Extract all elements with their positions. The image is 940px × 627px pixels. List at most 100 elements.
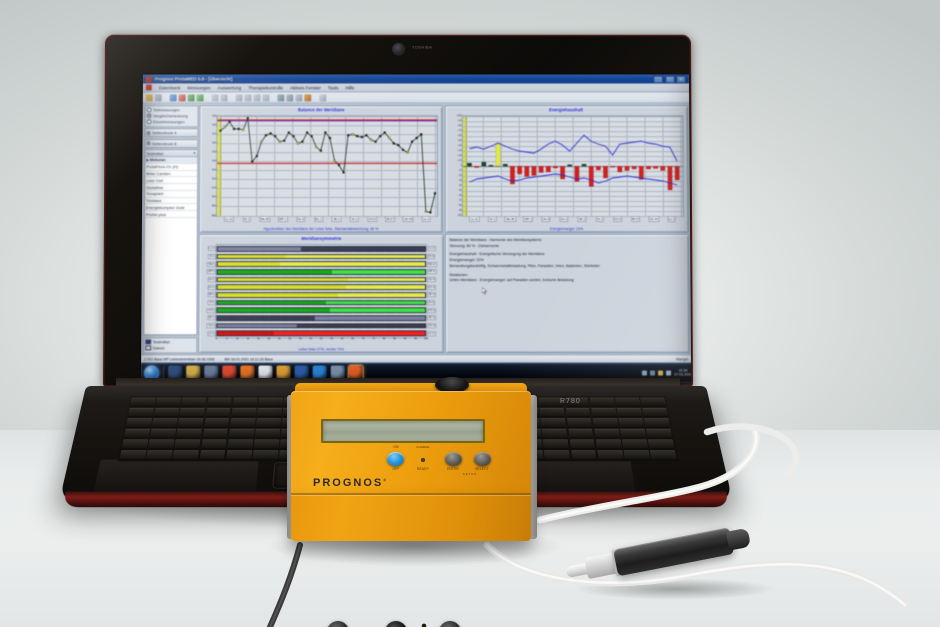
network-icon[interactable] xyxy=(649,370,656,376)
security-icon[interactable] xyxy=(657,370,664,376)
keyboard-key[interactable] xyxy=(155,397,182,407)
balance-plot-area[interactable]: 880 890 900 910 920 930 940 950 960 970 980 990 Lu 1… xyxy=(212,114,439,223)
window-controls[interactable]: _ □ X xyxy=(653,75,687,83)
keyboard-key[interactable] xyxy=(252,449,279,460)
energy-plot-area[interactable]: +100 +90 +80 +70 +60 +50 +40 +30 +20 +10 0 -10 -20 -3… xyxy=(456,114,684,223)
menu-therapiekontrolle[interactable]: Therapiekontrolle xyxy=(248,84,283,90)
pane-balance-der-meridiane[interactable]: Balance der Meridiane 880 890 900 910 920 930… xyxy=(198,104,444,233)
keyboard-key[interactable] xyxy=(539,407,565,417)
keyboard-key[interactable] xyxy=(541,428,568,438)
keyboard-key[interactable] xyxy=(619,428,647,438)
symmetry-row[interactable] xyxy=(216,307,427,314)
seitendruck-4-button[interactable]: Seitendruck 4 xyxy=(143,128,198,138)
list-icon[interactable] xyxy=(187,93,195,101)
taskbar-clock[interactable]: 11:34 17.01.2014 xyxy=(674,368,691,376)
keyboard-key[interactable] xyxy=(543,439,569,449)
list-item[interactable]: Toxaplant xyxy=(144,190,197,198)
keyboard-key[interactable] xyxy=(123,428,151,438)
keyboard-key[interactable] xyxy=(618,418,645,428)
keyboard-key[interactable] xyxy=(206,397,232,407)
keyboard-key[interactable] xyxy=(257,397,283,407)
table-icon[interactable] xyxy=(196,93,204,101)
system-tray[interactable]: 11:34 17.01.2014 xyxy=(641,368,691,377)
symmetry-row[interactable] xyxy=(216,322,427,329)
symmetry-row[interactable] xyxy=(216,315,427,321)
select-button[interactable] xyxy=(474,452,491,466)
keyboard-key[interactable] xyxy=(253,439,280,449)
keyboard-key[interactable] xyxy=(200,439,227,449)
keyboard-key[interactable] xyxy=(232,397,258,407)
ground-port-center[interactable] xyxy=(385,621,407,627)
keyboard-key[interactable] xyxy=(616,407,643,417)
symmetry-row[interactable] xyxy=(216,245,427,252)
keyboard-key[interactable] xyxy=(227,439,254,449)
keyboard-key[interactable] xyxy=(121,439,149,449)
patient-card-icon[interactable] xyxy=(169,93,177,101)
pane-report-text[interactable]: Balance der Meridiane - Harmonie des Mer… xyxy=(445,234,690,353)
symmetry-row[interactable] xyxy=(216,268,427,275)
keyboard-key[interactable] xyxy=(255,418,282,428)
pane-energiehaushalt[interactable]: Energiehaushalt +100 +90 +80 +70 +60 +50 +40 +3… xyxy=(444,104,689,233)
keyboard-key[interactable] xyxy=(623,449,651,460)
list-item[interactable]: ProtaFlora O1 (H) xyxy=(144,163,197,171)
keyboard-key[interactable] xyxy=(256,407,282,417)
keyboard-icon[interactable] xyxy=(641,370,647,376)
chart2-icon[interactable] xyxy=(244,93,252,101)
keyboard-key[interactable] xyxy=(148,439,175,449)
maximize-button[interactable]: □ xyxy=(664,75,675,83)
chevron-down-icon[interactable]: ▾ xyxy=(193,151,196,156)
keyboard-key[interactable] xyxy=(125,418,152,428)
print-icon[interactable] xyxy=(286,93,294,101)
list-item[interactable]: Toxidara xyxy=(144,197,197,205)
keyboard-key[interactable] xyxy=(202,428,229,438)
keyboard-key[interactable] xyxy=(595,439,622,449)
menu-tools[interactable]: Tools xyxy=(327,84,339,90)
keyboard-key[interactable] xyxy=(203,418,230,428)
symmetry-row[interactable] xyxy=(216,330,427,337)
keyboard-key[interactable] xyxy=(254,428,281,438)
keyboard-key[interactable] xyxy=(565,407,591,417)
measurement-mode-group[interactable]: Teilmessungen Vergleichsmessung Einzelme… xyxy=(144,104,199,127)
keyboard-key[interactable] xyxy=(614,397,641,407)
keyboard-key[interactable] xyxy=(127,407,154,417)
keyboard-key[interactable] xyxy=(176,428,203,438)
symmetry-row[interactable] xyxy=(216,276,427,283)
probe-port-right[interactable] xyxy=(439,621,461,627)
keyboard-key[interactable] xyxy=(569,439,596,449)
menu-aktives-fenster[interactable]: Aktives Fenster xyxy=(289,84,321,90)
keyboard-key[interactable] xyxy=(153,407,180,417)
keyboard-key[interactable] xyxy=(205,407,231,417)
keyboard-key[interactable] xyxy=(181,397,207,407)
testmittel-list[interactable]: Testmittel ▾ ▶ Meturan ProtaFlora O1 (H)… xyxy=(142,149,198,336)
radio-einzelmessungen[interactable]: Einzelmessungen xyxy=(146,119,196,125)
keyboard-key[interactable] xyxy=(199,449,226,460)
close-button[interactable]: X xyxy=(676,75,687,83)
keyboard-key[interactable] xyxy=(229,418,256,428)
chart3-icon[interactable] xyxy=(253,93,261,101)
list-item[interactable]: Birke Carsten xyxy=(144,170,197,178)
list-item[interactable]: ▶ Meturan xyxy=(144,157,197,164)
keyboard-key[interactable] xyxy=(231,407,257,417)
prognos-device[interactable]: ON OFF CHARGE READY ENTER SELECT SETUP P… xyxy=(287,377,537,627)
chart1-icon[interactable] xyxy=(235,93,243,101)
symmetry-row[interactable] xyxy=(216,292,427,298)
radio-teilmessungen[interactable]: Teilmessungen xyxy=(146,107,196,113)
keyboard-key[interactable] xyxy=(177,418,204,428)
seitendruck-8-button[interactable]: Seitendruck 8 xyxy=(143,138,198,148)
export-icon[interactable] xyxy=(304,93,312,101)
keyboard-key[interactable] xyxy=(621,439,649,449)
keyboard-key[interactable] xyxy=(644,418,671,428)
pen-body[interactable] xyxy=(613,527,735,577)
list-item[interactable]: Prebio plus xyxy=(144,211,197,219)
probe-port-left[interactable] xyxy=(327,621,349,627)
keyboard-key[interactable] xyxy=(151,418,178,428)
keyboard-key[interactable] xyxy=(129,397,156,407)
menu-hilfe[interactable]: Hilfe xyxy=(345,84,355,90)
preview-icon[interactable] xyxy=(295,93,303,101)
keyboard-key[interactable] xyxy=(597,449,624,460)
power-button[interactable] xyxy=(387,452,404,466)
symmetry-plot-area[interactable]: 0 5 10 15 20 25 30 35 40 45 50 55 60 65 70 75 80 85 90 95 10… xyxy=(206,244,437,340)
keyboard-key[interactable] xyxy=(649,449,677,460)
list-item[interactable]: GlutaMax xyxy=(144,184,197,191)
list-item[interactable]: Liver Cell xyxy=(144,177,197,185)
